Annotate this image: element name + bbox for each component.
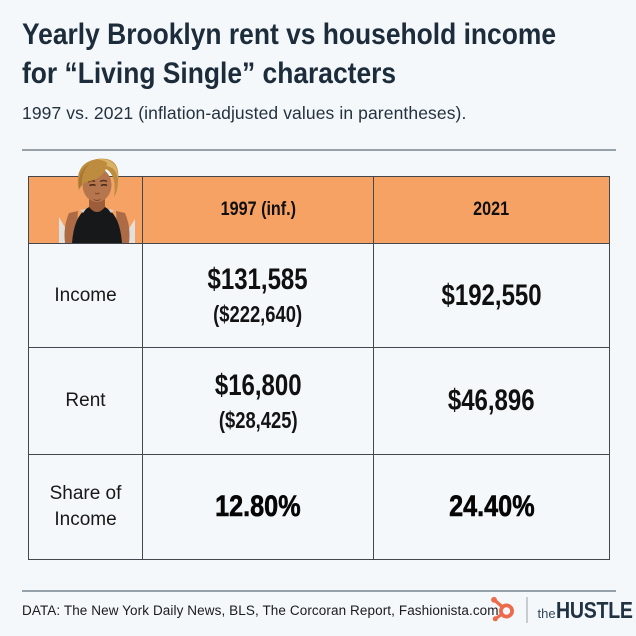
share-2021-cell: 24.40% [374, 455, 609, 559]
title-line-1: Yearly Brooklyn rent vs household income [22, 18, 557, 51]
share-1997-value: 12.80% [215, 490, 301, 524]
brand-separator [526, 597, 528, 623]
the-hustle-wordmark: the HUSTLE [538, 597, 636, 624]
hubspot-sprocket-icon [491, 596, 514, 622]
column-header-2021: 2021 [473, 199, 510, 220]
the-hustle-brand: the HUSTLE [487, 594, 636, 626]
income-1997-value: $131,585 [207, 263, 309, 296]
income-1997-adjusted-value: ($222,640) [213, 301, 303, 327]
share-1997-cell: 12.80% [143, 455, 374, 559]
income-2021-cell: $192,550 [374, 244, 609, 348]
income-2021-value: $192,550 [441, 278, 542, 312]
rent-1997-cell: $16,800 ($28,425) [143, 348, 374, 455]
data-table: 1997 (inf.) 2021 Income $131,585 ($222,6… [28, 176, 610, 560]
row-label: Rent [65, 390, 106, 411]
brand-hustle: HUSTLE [555, 596, 633, 623]
title-line-2: for “Living Single” characters [22, 57, 397, 90]
page-subtitle: 1997 vs. 2021 (inflation-adjusted values… [22, 103, 467, 123]
income-1997-cell: $131,585 ($222,640) [143, 244, 374, 348]
header-cell-1997: 1997 (inf.) [143, 177, 374, 244]
rent-2021-cell: $46,896 [374, 348, 609, 455]
rent-2021-value: $46,896 [448, 384, 535, 417]
page-title: Yearly Brooklyn rent vs household income… [22, 15, 556, 93]
header-cell-2021: 2021 [374, 177, 609, 244]
row-label: Income [54, 284, 117, 306]
share-2021-value: 24.40% [448, 490, 535, 524]
rent-1997-adjusted-value: ($28,425) [218, 406, 298, 433]
data-source-credit: DATA: The New York Daily News, BLS, The … [22, 603, 499, 618]
brand-the: the [537, 605, 556, 621]
column-header-1997: 1997 (inf.) [220, 199, 296, 220]
top-divider [22, 149, 616, 151]
bottom-divider [22, 590, 616, 592]
row-label: Share of Income [49, 483, 122, 530]
character-photo [59, 158, 135, 243]
rent-1997-value: $16,800 [214, 368, 302, 402]
row-label-cell-share: Share of Income [29, 455, 143, 559]
row-label-cell-income: Income [29, 244, 143, 348]
row-label-cell-rent: Rent [29, 348, 143, 455]
